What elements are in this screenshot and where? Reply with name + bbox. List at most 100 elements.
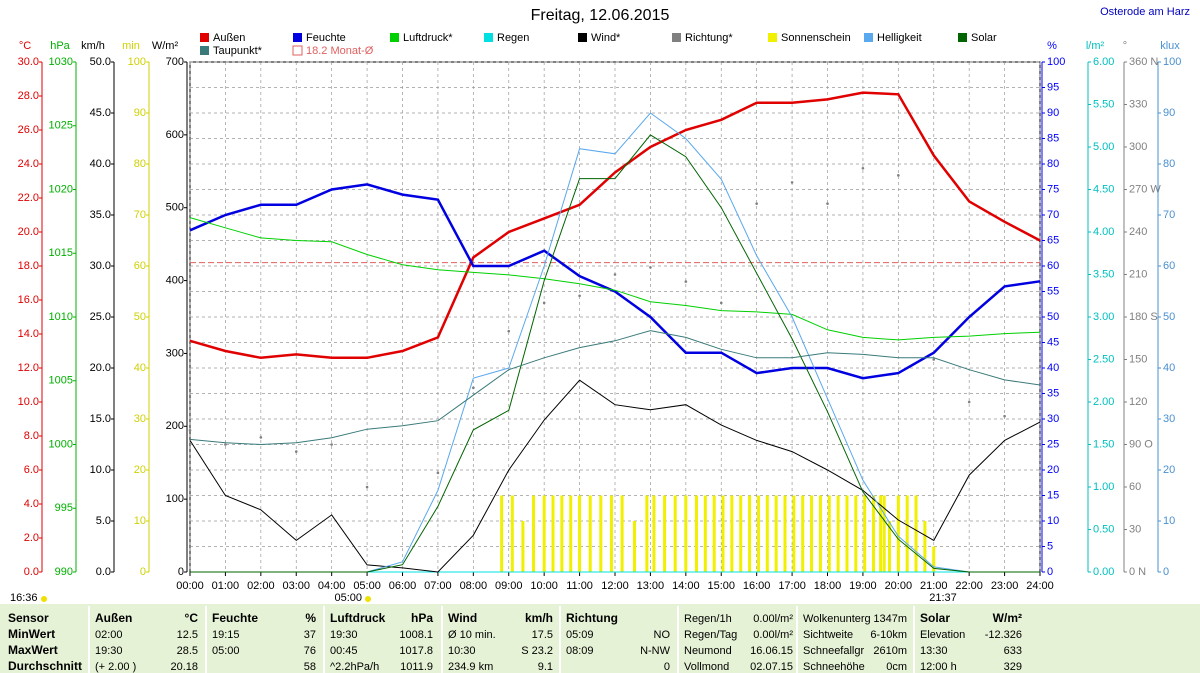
group-name: Feuchte xyxy=(212,611,258,625)
y-tick-label: 30 xyxy=(1129,523,1141,535)
x-tick-label: 16:00 xyxy=(743,580,771,592)
y-tick-label: 400 xyxy=(166,274,184,286)
legend-label: Solar xyxy=(971,32,997,44)
sunshine-bar xyxy=(560,495,564,572)
sunshine-bar xyxy=(845,495,849,572)
y-tick-label: 25 xyxy=(1047,438,1059,450)
y-tick-label: 50 xyxy=(1047,311,1059,323)
legend-swatch xyxy=(484,33,493,42)
x-tick-label: 21:00 xyxy=(920,580,948,592)
cell-time: 00:45 xyxy=(330,645,358,657)
y-tick-label: 60 xyxy=(1163,260,1175,272)
direction-dot xyxy=(897,174,900,177)
info-label: Regen/1h xyxy=(684,613,732,625)
y-tick-label: 100 xyxy=(128,56,146,68)
group-name: Richtung xyxy=(566,611,618,625)
y-tick-label: 0 xyxy=(140,566,146,578)
group-unit: % xyxy=(305,611,316,625)
y-tick-label: 40 xyxy=(134,362,146,374)
y-tick-label: 0 xyxy=(1047,566,1053,578)
sunshine-bar xyxy=(632,521,636,572)
y-tick-label: 0.0 xyxy=(24,566,39,578)
legend-swatch xyxy=(672,33,681,42)
group-unit: hPa xyxy=(411,611,433,625)
y-tick-label: 2.50 xyxy=(1093,353,1114,365)
legend-label: Regen xyxy=(497,32,529,44)
sunshine-bar xyxy=(694,495,698,572)
y-tick-label: 60 xyxy=(134,260,146,272)
y-tick-label: 40.0 xyxy=(90,158,111,170)
cell-value: 28.5 xyxy=(177,645,198,657)
info-label: Schneehöhe xyxy=(803,661,865,673)
info-value: 0cm xyxy=(886,661,907,673)
y-tick-label: 30 xyxy=(1163,413,1175,425)
y-tick-label: 50.0 xyxy=(90,56,111,68)
y-tick-label: 70 xyxy=(1163,209,1175,221)
sunshine-bar xyxy=(801,495,805,572)
x-tick-label: 11:00 xyxy=(566,580,593,592)
x-tick-label: 10:00 xyxy=(530,580,558,592)
y-tick-label: 65 xyxy=(1047,234,1059,246)
x-tick-label: 00:00 xyxy=(176,580,204,592)
y-tick-label: 60 xyxy=(1129,481,1141,493)
sunshine-bar xyxy=(923,521,927,572)
group-unit: km/h xyxy=(525,611,553,625)
direction-dot xyxy=(542,301,546,305)
y-tick-label: 20 xyxy=(1163,464,1175,476)
direction-dot xyxy=(719,301,723,305)
sunshine-bar xyxy=(588,495,592,572)
direction-dot xyxy=(613,273,617,276)
sunshine-bar xyxy=(510,495,514,572)
direction-dot xyxy=(294,450,298,453)
x-tick-label: 18:00 xyxy=(814,580,842,592)
y-tick-label: 70 xyxy=(134,209,146,221)
legend-label: 18.2 Monat-Ø xyxy=(306,45,374,57)
cell-time: Ø 10 min. xyxy=(448,629,496,641)
info-value: 329 xyxy=(1004,661,1022,673)
y-tick-label: 85 xyxy=(1047,132,1059,144)
sunshine-bar xyxy=(673,495,677,572)
y-tick-label: 90 O xyxy=(1129,438,1153,450)
cell-time: 10:30 xyxy=(448,645,476,657)
row-label: Durchschnitt xyxy=(8,659,82,673)
legend-label: Feuchte xyxy=(306,32,346,44)
info-label: Solar xyxy=(920,611,950,625)
y-tick-label: 1.00 xyxy=(1093,481,1114,493)
sunshine-bar xyxy=(684,495,688,572)
series-line xyxy=(190,134,1040,573)
y-tick-label: 1010 xyxy=(49,311,73,323)
y-tick-label: 0.50 xyxy=(1093,523,1114,535)
y-tick-label: 45.0 xyxy=(90,107,111,119)
info-value: -12.326 xyxy=(985,629,1022,641)
y-tick-label: 20 xyxy=(134,464,146,476)
cell-value: 37 xyxy=(304,629,316,641)
info-value: 16.06.15 xyxy=(750,645,793,657)
y-tick-label: 5.50 xyxy=(1093,98,1114,110)
x-tick-label: 17:00 xyxy=(778,580,806,592)
y-tick-label: 270 W xyxy=(1129,183,1161,195)
legend-label: Sonnenschein xyxy=(781,32,851,44)
legend-swatch xyxy=(390,33,399,42)
cell-time: 234.9 km xyxy=(448,661,493,673)
sunshine-bar xyxy=(774,495,778,572)
cell-value: 58 xyxy=(304,661,316,673)
info-label: Vollmond xyxy=(684,661,729,673)
y-tick-label: 3.50 xyxy=(1093,268,1114,280)
info-value: 2610m xyxy=(873,645,907,657)
direction-dot xyxy=(932,358,936,361)
y-tick-label: 16.0 xyxy=(18,294,39,306)
sunshine-bar xyxy=(703,495,707,572)
cell-time: 19:15 xyxy=(212,629,240,641)
direction-dot xyxy=(684,280,688,283)
y-tick-label: 995 xyxy=(55,502,73,514)
direction-dot xyxy=(861,166,865,170)
y-tick-label: 10 xyxy=(1047,515,1059,527)
cell-value: 1011.9 xyxy=(400,661,433,673)
direction-dot xyxy=(826,202,829,205)
sunshine-bar xyxy=(609,495,613,572)
current-time: 16:36 xyxy=(10,592,38,604)
info-value: 02.07.15 xyxy=(750,661,793,673)
y-tick-label: 24.0 xyxy=(18,158,39,170)
direction-dot xyxy=(1003,414,1006,418)
